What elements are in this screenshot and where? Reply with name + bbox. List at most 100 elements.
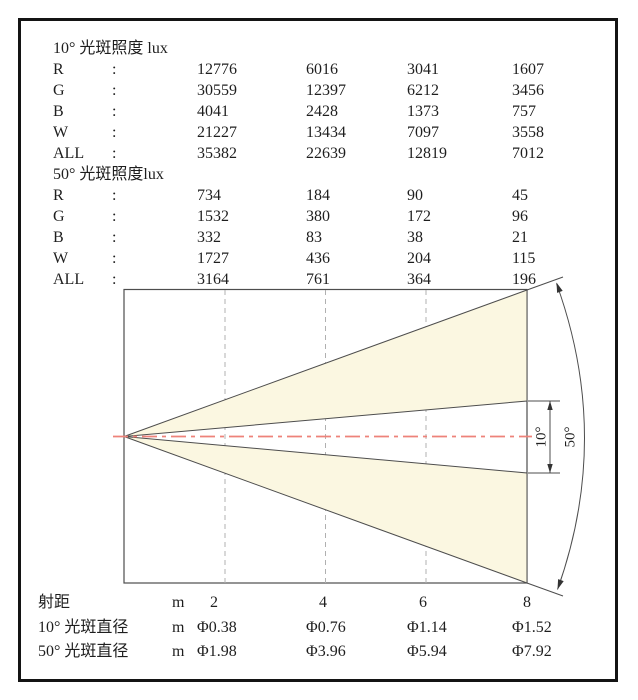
- table-row: W : 21227 13434 7097 3558: [0, 122, 638, 143]
- beam-50deg-lower: [123, 436, 528, 584]
- cell-value: 1727: [197, 250, 229, 267]
- cell-value: 12776: [197, 61, 237, 78]
- table-row: 10° 光斑直径 m Φ0.38 Φ0.76 Φ1.14 Φ1.52: [0, 617, 638, 638]
- row-label: B: [53, 103, 64, 120]
- cell-value: 1373: [407, 103, 439, 120]
- row-label: G: [53, 82, 65, 99]
- row-label: ALL: [53, 271, 85, 288]
- cell-value: 332: [197, 229, 221, 246]
- cell-value: 2: [210, 594, 218, 611]
- cell-value: Φ1.98: [197, 643, 237, 660]
- row-unit: m: [172, 594, 185, 611]
- row-label: W: [53, 250, 69, 267]
- cell-value: 12397: [306, 82, 346, 99]
- row-colon: :: [112, 82, 117, 99]
- cell-value: 2428: [306, 103, 338, 120]
- row-label: R: [53, 187, 64, 204]
- cell-value: 7012: [512, 145, 544, 162]
- arrow-down-icon: [547, 464, 553, 473]
- arrow-up-icon: [547, 401, 553, 410]
- cell-value: Φ0.38: [197, 619, 237, 636]
- cell-value: 734: [197, 187, 221, 204]
- row-unit: m: [172, 619, 185, 636]
- ext-line-50-top: [526, 276, 564, 291]
- cell-value: 3041: [407, 61, 439, 78]
- table-row: 射距 m 2 4 6 8: [0, 592, 638, 613]
- cell-value: 45: [512, 187, 528, 204]
- row-label: W: [53, 124, 69, 141]
- row-label: B: [53, 229, 64, 246]
- cell-value: 204: [407, 250, 431, 267]
- table-row: G : 30559 12397 6212 3456: [0, 80, 638, 101]
- dim-arc-50deg: [556, 283, 585, 590]
- table-row: R : 12776 6016 3041 1607: [0, 59, 638, 80]
- row-label: 10° 光斑直径: [38, 619, 129, 636]
- row-label: 50° 光斑直径: [38, 643, 129, 660]
- cell-value: Φ5.94: [407, 643, 447, 660]
- beam-50deg-upper: [123, 289, 528, 437]
- cell-value: 196: [512, 271, 536, 288]
- illuminance-50-title: 50° 光斑照度lux: [53, 166, 164, 183]
- table-row: G : 1532 380 172 96: [0, 206, 638, 227]
- cell-value: 3558: [512, 124, 544, 141]
- page-border: [18, 18, 618, 682]
- cell-value: 21227: [197, 124, 237, 141]
- cell-value: 184: [306, 187, 330, 204]
- row-colon: :: [112, 61, 117, 78]
- row-colon: :: [112, 187, 117, 204]
- cell-value: 83: [306, 229, 322, 246]
- cell-value: Φ1.52: [512, 619, 552, 636]
- cell-value: 7097: [407, 124, 439, 141]
- cell-value: 1532: [197, 208, 229, 225]
- table-row: B : 332 83 38 21: [0, 227, 638, 248]
- row-colon: :: [112, 145, 117, 162]
- cell-value: 1607: [512, 61, 544, 78]
- table-row: B : 4041 2428 1373 757: [0, 101, 638, 122]
- cell-value: 757: [512, 103, 536, 120]
- cell-value: 6: [419, 594, 427, 611]
- cell-value: 761: [306, 271, 330, 288]
- cell-value: 4: [319, 594, 327, 611]
- cell-value: 12819: [407, 145, 447, 162]
- cell-value: 6016: [306, 61, 338, 78]
- row-unit: m: [172, 643, 185, 660]
- cell-value: 90: [407, 187, 423, 204]
- table-row: 50° 光斑直径 m Φ1.98 Φ3.96 Φ5.94 Φ7.92: [0, 641, 638, 662]
- cell-value: 3456: [512, 82, 544, 99]
- beam-cone-diagram: 10° 50°: [113, 276, 585, 597]
- label-50deg: 50°: [562, 427, 578, 448]
- cell-value: 21: [512, 229, 528, 246]
- cell-value: Φ0.76: [306, 619, 346, 636]
- row-label: G: [53, 208, 65, 225]
- ext-line-50-bottom: [526, 582, 564, 597]
- cell-value: 115: [512, 250, 536, 267]
- cell-value: 30559: [197, 82, 237, 99]
- cell-value: 4041: [197, 103, 229, 120]
- row-colon: :: [112, 229, 117, 246]
- label-10deg: 10°: [533, 427, 549, 448]
- cell-value: Φ1.14: [407, 619, 447, 636]
- table-row: W : 1727 436 204 115: [0, 248, 638, 269]
- row-colon: :: [112, 250, 117, 267]
- row-label: 射距: [38, 594, 71, 611]
- row-label: ALL: [53, 145, 85, 162]
- cell-value: 96: [512, 208, 528, 225]
- cell-value: 380: [306, 208, 330, 225]
- row-colon: :: [112, 103, 117, 120]
- table-row: ALL : 35382 22639 12819 7012: [0, 143, 638, 164]
- table-row: R : 734 184 90 45: [0, 185, 638, 206]
- cell-value: 172: [407, 208, 431, 225]
- cell-value: 8: [523, 594, 531, 611]
- cell-value: 22639: [306, 145, 346, 162]
- row-label: R: [53, 61, 64, 78]
- cell-value: 364: [407, 271, 431, 288]
- cell-value: 13434: [306, 124, 346, 141]
- row-colon: :: [112, 271, 117, 288]
- illuminance-10-title: 10° 光斑照度 lux: [53, 40, 168, 57]
- arc-arrow-bottom-icon: [557, 579, 564, 590]
- row-colon: :: [112, 124, 117, 141]
- cell-value: Φ3.96: [306, 643, 346, 660]
- cell-value: 38: [407, 229, 423, 246]
- cell-value: 35382: [197, 145, 237, 162]
